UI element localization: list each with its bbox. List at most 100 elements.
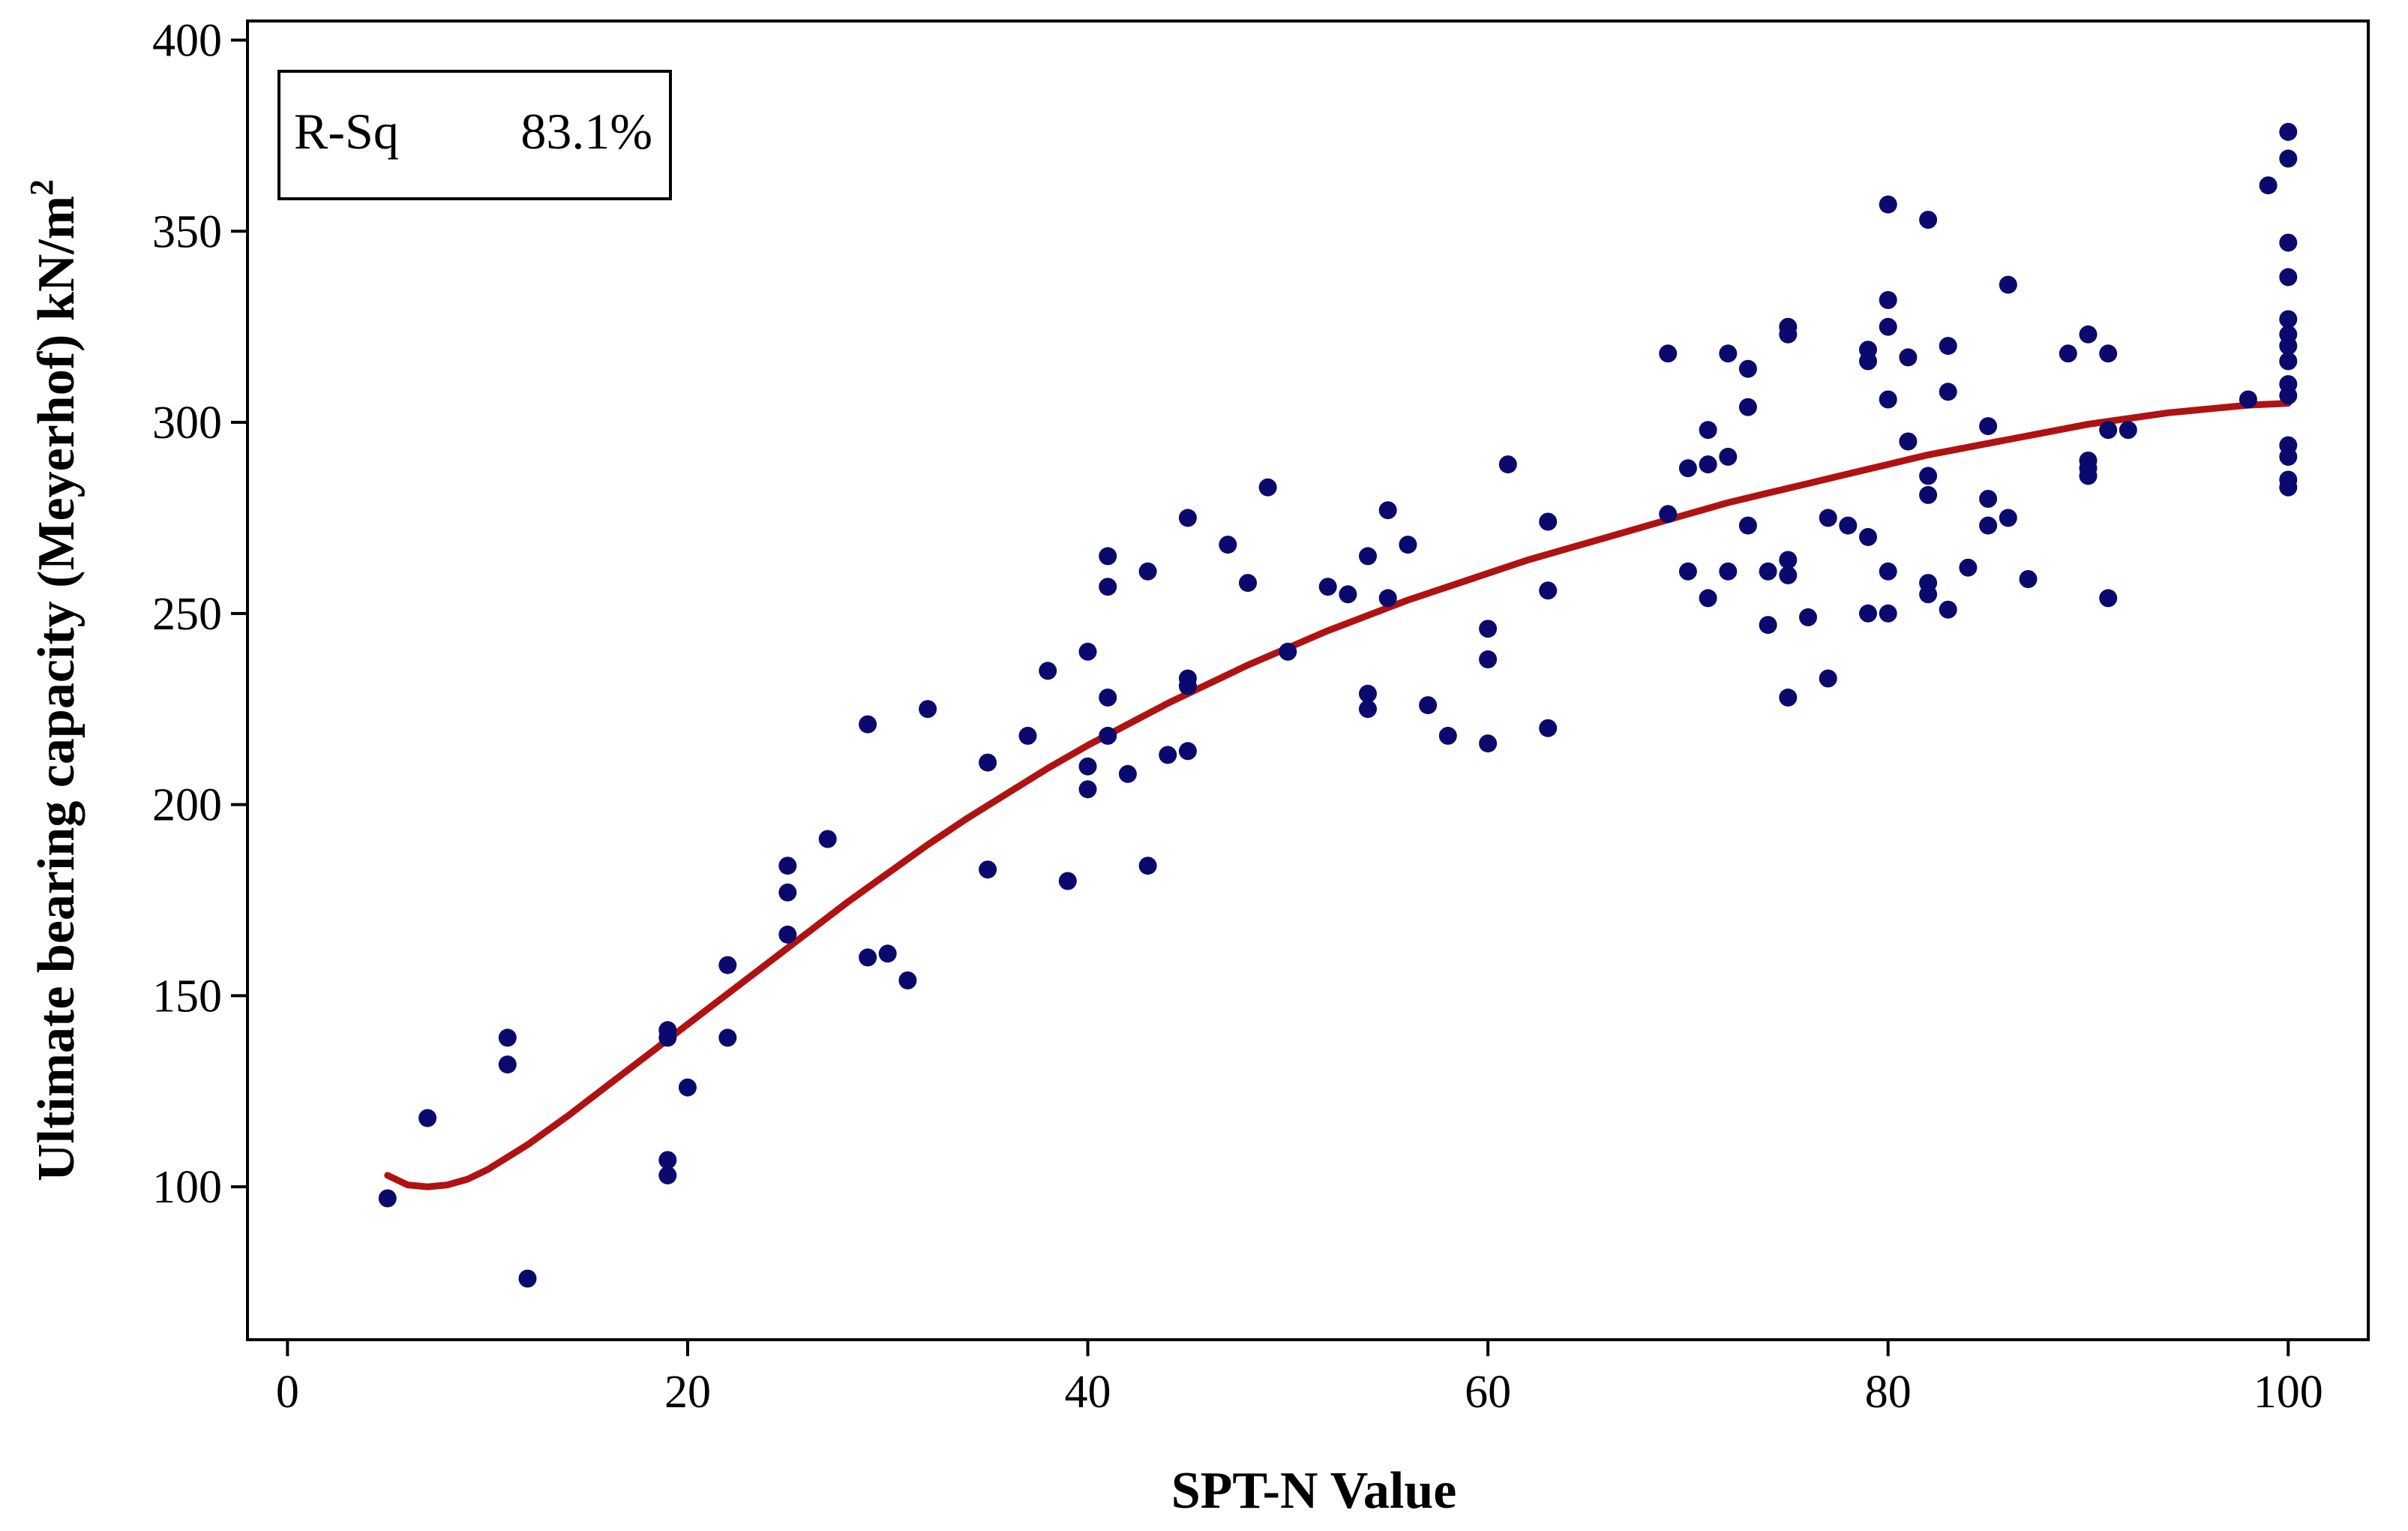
data-point (1779, 566, 1798, 584)
data-point (1799, 608, 1817, 626)
data-point (1219, 536, 1237, 554)
data-point (2099, 589, 2118, 608)
y-tick-label: 300 (152, 398, 222, 449)
data-point (1058, 872, 1077, 890)
data-point (1879, 562, 1897, 581)
data-point (1879, 390, 1897, 409)
data-point (1999, 275, 2017, 294)
data-point (1479, 650, 1498, 668)
data-point (2279, 149, 2298, 168)
data-point (1899, 348, 1918, 367)
data-point (1419, 696, 1438, 715)
data-point (1919, 467, 1938, 485)
data-point (1919, 485, 1938, 504)
data-point (1099, 688, 1117, 707)
data-point (658, 1166, 677, 1184)
x-tick-label: 0 (276, 1367, 299, 1418)
data-point (2279, 447, 2298, 466)
data-point (1099, 726, 1117, 745)
data-point (1979, 490, 1998, 508)
data-point (778, 857, 797, 875)
data-point (1779, 688, 1798, 707)
data-point (1378, 501, 1397, 520)
data-point (898, 971, 917, 989)
data-point (2279, 337, 2298, 356)
data-point (1359, 547, 1377, 566)
data-point (919, 700, 937, 719)
data-point (1138, 857, 1157, 875)
data-point (1159, 746, 1177, 764)
x-tick-label: 80 (1865, 1367, 1912, 1418)
data-point (1779, 325, 1798, 344)
y-axis-title-text: Ultimate bearing capacity (Meyerhof) kN/… (28, 196, 85, 1181)
x-axis: 0 20 40 60 80 100 (276, 1340, 2323, 1418)
data-point (2059, 344, 2077, 363)
x-tick-label: 20 (664, 1367, 711, 1418)
points-layer (378, 122, 2298, 1288)
data-point (1659, 505, 1678, 524)
data-point (1719, 344, 1738, 363)
r-squared-label: R-Sq (294, 103, 399, 160)
data-point (2279, 352, 2298, 371)
data-point (1939, 600, 1957, 619)
data-point (1719, 447, 1738, 466)
x-tick-label: 100 (2254, 1367, 2323, 1418)
data-point (658, 1028, 677, 1047)
data-point (1879, 604, 1897, 623)
data-point (1479, 620, 1498, 638)
data-point (1759, 562, 1777, 581)
data-point (1678, 459, 1697, 478)
data-point (678, 1078, 697, 1097)
data-point (1939, 383, 1957, 401)
data-point (2279, 122, 2298, 141)
y-tick-label: 400 (152, 15, 222, 66)
data-point (518, 1269, 537, 1288)
data-point (1879, 291, 1897, 309)
data-point (1258, 478, 1277, 497)
data-point (778, 883, 797, 902)
r-squared-annotation: R-Sq 83.1% (277, 70, 672, 200)
data-point (1339, 585, 1357, 604)
data-point (2259, 176, 2278, 195)
data-point (1078, 780, 1097, 799)
y-axis-title-superscript: 2 (23, 179, 60, 196)
data-point (778, 925, 797, 944)
data-point (1239, 574, 1257, 593)
data-point (1178, 509, 1197, 527)
data-point (1939, 337, 1957, 356)
data-point (1378, 589, 1397, 608)
data-point (1399, 536, 1417, 554)
data-point (2279, 268, 2298, 287)
data-point (418, 1109, 437, 1127)
data-point (1819, 669, 1837, 688)
data-point (1178, 742, 1197, 761)
y-tick-label: 150 (152, 971, 222, 1022)
data-point (2099, 421, 2118, 440)
data-point (1919, 211, 1938, 229)
data-point (1879, 317, 1897, 336)
data-point (1438, 726, 1457, 745)
data-point (1919, 585, 1938, 604)
data-point (718, 1028, 737, 1047)
data-point (1138, 562, 1157, 581)
data-point (979, 753, 997, 772)
annotation-box (277, 70, 672, 200)
data-point (498, 1055, 517, 1074)
data-point (1999, 509, 2017, 527)
data-point (1178, 677, 1197, 695)
data-point (1699, 455, 1717, 474)
data-point (1859, 527, 1877, 546)
data-point (1819, 509, 1837, 527)
x-axis-title: SPT-N Value (1171, 1462, 1457, 1520)
r-squared-value: 83.1% (520, 103, 652, 160)
data-point (1719, 562, 1738, 581)
data-point (2279, 233, 2298, 252)
data-point (1359, 684, 1377, 703)
data-point (1678, 562, 1697, 581)
y-tick-label: 350 (152, 206, 222, 257)
data-point (1078, 757, 1097, 776)
data-point (1879, 195, 1897, 214)
data-point (1099, 547, 1117, 566)
data-point (1539, 719, 1558, 737)
